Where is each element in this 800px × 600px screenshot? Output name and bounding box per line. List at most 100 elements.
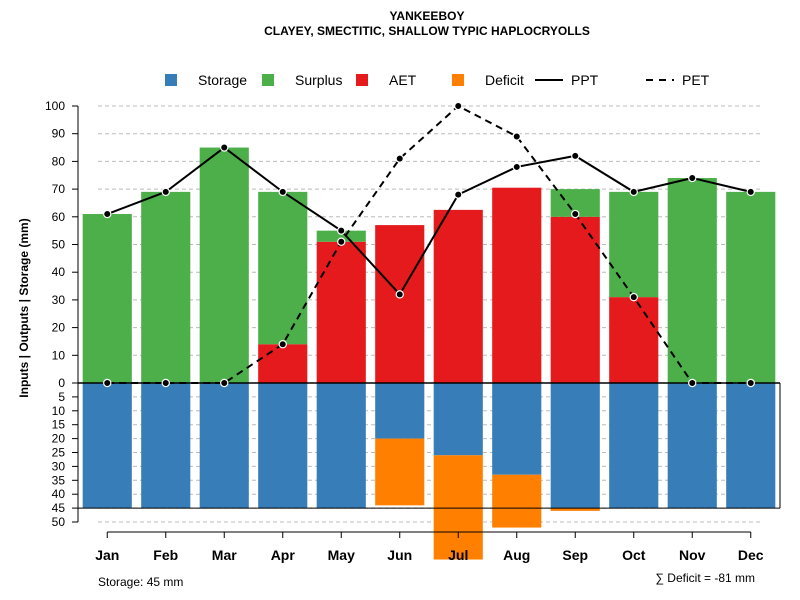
- y-tick-label-lower-45: 45: [52, 501, 66, 515]
- x-tick-label-dec: Dec: [738, 547, 764, 563]
- bar-storage-jan: [82, 383, 132, 509]
- ppt-point-sep: [571, 151, 580, 161]
- x-tick-label-mar: Mar: [212, 547, 237, 563]
- pet-point-sep: [571, 209, 580, 219]
- legend-swatch-storage: [165, 74, 177, 86]
- bar-surplus-jan: [82, 214, 132, 383]
- y-tick-label-upper-40: 40: [52, 265, 66, 279]
- bar-storage-oct: [609, 383, 659, 509]
- y-tick-label-upper-20: 20: [52, 321, 66, 335]
- x-tick-label-jun: Jun: [387, 547, 412, 563]
- legend-label-deficit: Deficit: [485, 72, 524, 88]
- pet-point-jun: [395, 154, 404, 163]
- x-tick-label-oct: Oct: [622, 547, 646, 563]
- ppt-line: [106, 146, 751, 297]
- bar-aet-sep: [550, 216, 600, 383]
- bar-aet-may: [316, 241, 366, 383]
- x-tick-label-sep: Sep: [562, 547, 588, 563]
- y-tick-label-upper-50: 50: [52, 238, 66, 252]
- pet-point-may: [337, 237, 346, 246]
- ppt-point-jan: [103, 209, 112, 219]
- bar-deficit-sep: [550, 508, 600, 511]
- series-lines: [103, 101, 755, 388]
- bar-storage-jul: [433, 383, 483, 456]
- bar-surplus-mar: [199, 147, 249, 383]
- pet-line: [107, 104, 751, 384]
- x-tick-label-nov: Nov: [679, 547, 706, 563]
- bar-storage-feb: [141, 383, 191, 509]
- x-tick-label-apr: Apr: [271, 547, 296, 563]
- legend-swatch-aet: [356, 74, 368, 86]
- bar-storage-may: [316, 383, 366, 509]
- legend-label-surplus: Surplus: [295, 72, 342, 88]
- bar-surplus-nov: [667, 178, 717, 383]
- ppt-point-dec: [746, 187, 755, 197]
- ppt-point-mar: [220, 143, 229, 152]
- legend-swatch-deficit: [452, 74, 464, 86]
- deficit-note: ∑ Deficit = -81 mm: [655, 571, 755, 585]
- chart-title: YANKEEBOY: [390, 9, 465, 23]
- ppt-point-feb: [161, 187, 170, 197]
- y-tick-label-lower-35: 35: [52, 473, 66, 487]
- bar-aet-oct: [609, 297, 659, 383]
- bar-aet-jul: [433, 209, 483, 383]
- axes: 0102030405060708090100510152025303540455…: [45, 99, 764, 563]
- storage-note: Storage: 45 mm: [98, 575, 183, 589]
- bar-surplus-oct: [609, 191, 659, 298]
- y-tick-label-lower-30: 30: [52, 459, 66, 473]
- chart-subtitle: CLAYEY, SMECTITIC, SHALLOW TYPIC HAPLOCR…: [264, 24, 590, 38]
- bars: [82, 147, 776, 560]
- bar-surplus-dec: [726, 191, 776, 383]
- x-tick-label-aug: Aug: [503, 547, 530, 563]
- ppt-point-jun: [395, 290, 404, 299]
- legend-label-aet: AET: [389, 72, 417, 88]
- bar-storage-sep: [550, 383, 600, 509]
- pet-point-nov: [688, 378, 697, 388]
- y-tick-label-lower-20: 20: [52, 432, 66, 446]
- bar-surplus-feb: [141, 191, 191, 383]
- x-tick-label-jan: Jan: [95, 547, 119, 563]
- legend-label-storage: Storage: [198, 72, 247, 88]
- y-tick-label-upper-30: 30: [52, 293, 66, 307]
- x-tick-label-jul: Jul: [448, 547, 468, 563]
- y-tick-label-upper-80: 80: [52, 154, 66, 168]
- pet-point-mar: [220, 378, 229, 388]
- bar-deficit-aug: [492, 474, 542, 528]
- legend-swatch-surplus: [262, 74, 274, 86]
- y-tick-label-lower-50: 50: [52, 515, 66, 529]
- ppt-point-apr: [278, 187, 287, 197]
- x-tick-label-may: May: [328, 547, 355, 563]
- ppt-point-jul: [454, 190, 463, 199]
- y-tick-label-upper-10: 10: [52, 348, 66, 362]
- y-tick-label-upper-60: 60: [52, 210, 66, 224]
- bar-aet-apr: [258, 344, 308, 383]
- y-tick-label-lower-25: 25: [52, 446, 66, 460]
- y-tick-label-lower-10: 10: [52, 404, 66, 418]
- y-tick-label-upper-90: 90: [52, 127, 66, 141]
- pet-point-apr: [278, 340, 287, 349]
- y-tick-label-lower-5: 5: [58, 390, 65, 404]
- ppt-point-nov: [688, 173, 697, 183]
- ppt-point-oct: [629, 187, 638, 197]
- y-tick-label-lower-40: 40: [52, 487, 66, 501]
- bar-storage-apr: [258, 383, 308, 509]
- bar-deficit-jun: [375, 438, 425, 506]
- legend: Storage Surplus AET Deficit PPT PET: [165, 72, 710, 88]
- bar-storage-aug: [492, 383, 542, 475]
- pet-point-oct: [629, 292, 638, 302]
- legend-label-pet: PET: [682, 72, 710, 88]
- ppt-point-may: [337, 226, 346, 235]
- y-tick-label-upper-100: 100: [45, 99, 65, 113]
- x-tick-label-feb: Feb: [153, 547, 178, 563]
- ppt-point-aug: [512, 162, 521, 172]
- bar-surplus-apr: [258, 191, 308, 345]
- legend-label-ppt: PPT: [571, 72, 599, 88]
- bar-storage-nov: [667, 383, 717, 509]
- pet-point-aug: [512, 132, 521, 141]
- bar-storage-jun: [375, 383, 425, 439]
- pet-point-feb: [161, 378, 170, 388]
- y-tick-label-upper-0: 0: [58, 376, 65, 390]
- bar-deficit-jul: [433, 455, 483, 560]
- y-axis-label: Inputs | Outputs | Storage (mm): [17, 218, 31, 397]
